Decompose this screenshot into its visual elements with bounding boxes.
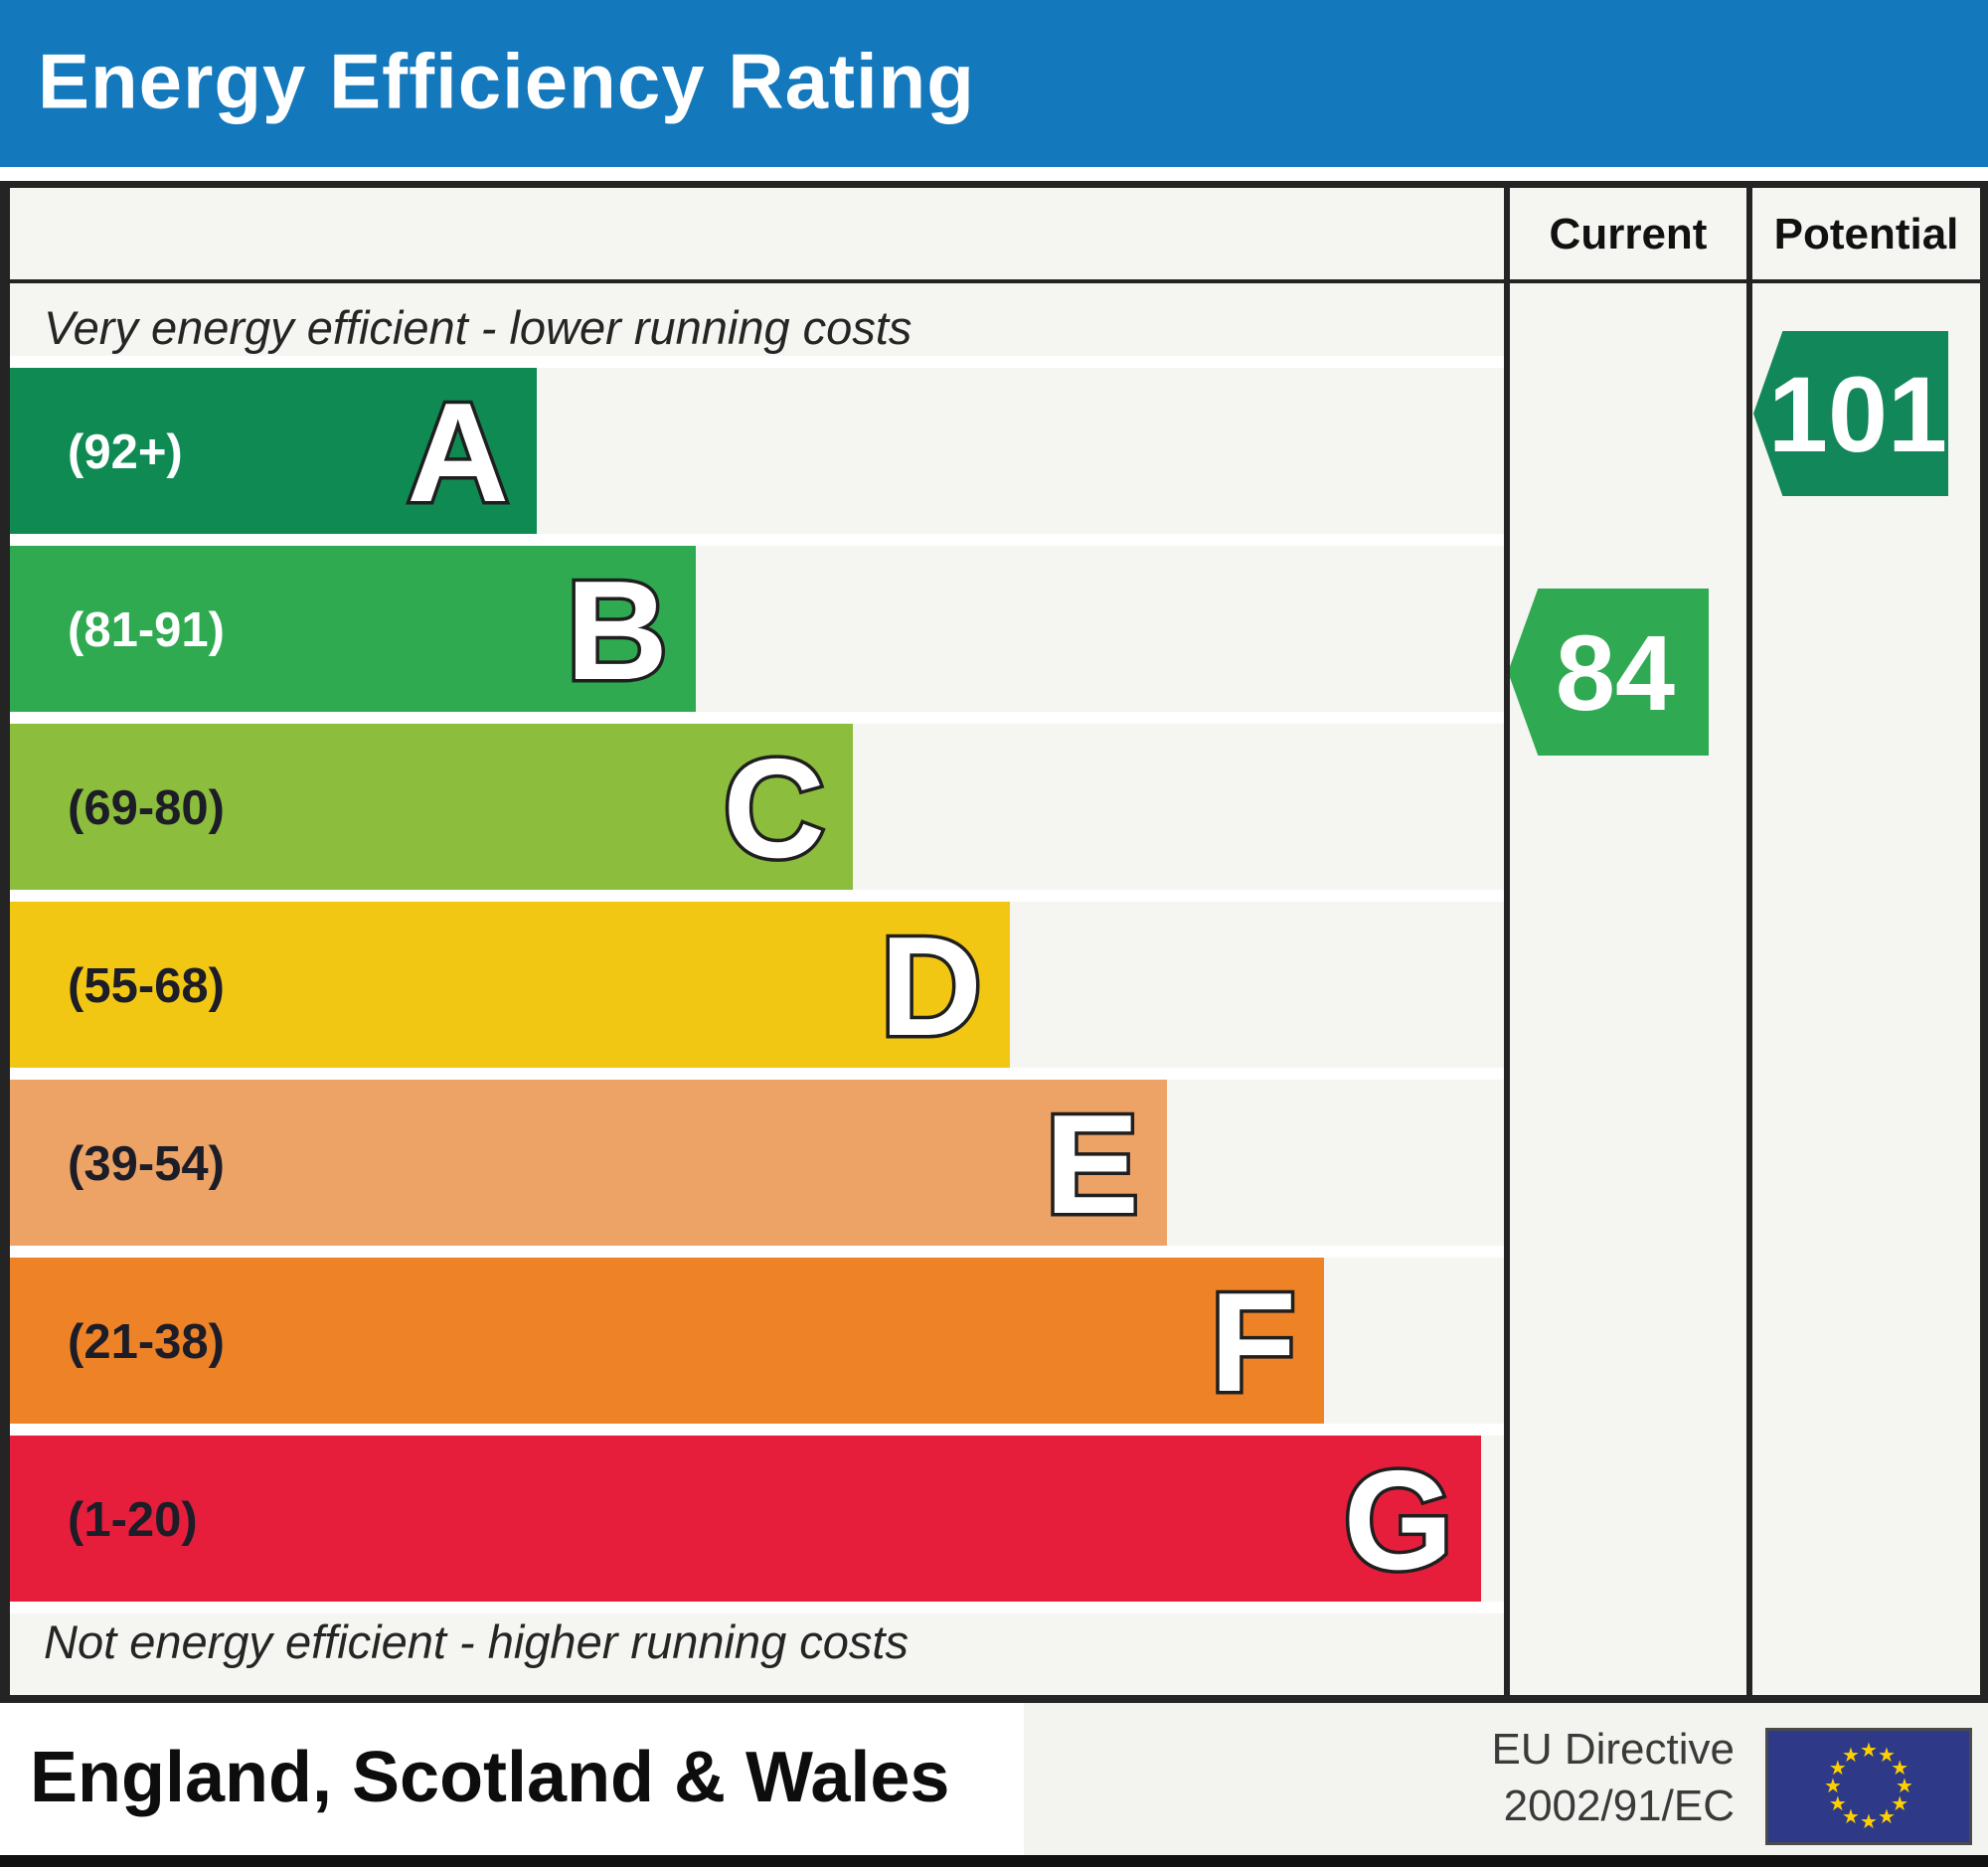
svg-text:★: ★ xyxy=(1842,1806,1860,1828)
rating-band: (1-20) G xyxy=(10,1436,1481,1604)
image-bottom-border xyxy=(0,1855,1988,1867)
band-range-label: (21-38) xyxy=(68,1315,225,1369)
band-range-label: (81-91) xyxy=(68,603,225,657)
footer: England, Scotland & Wales EU Directive 2… xyxy=(0,1703,1988,1855)
band-range-label: (1-20) xyxy=(68,1493,198,1547)
band-range-label: (55-68) xyxy=(68,959,225,1013)
eu-directive-label: EU Directive 2002/91/EC xyxy=(1492,1721,1736,1834)
band-range-label: (69-80) xyxy=(68,781,225,835)
table-top-border xyxy=(0,181,1988,188)
eu-directive-line2: 2002/91/EC xyxy=(1503,1782,1735,1830)
bottom-note: Not energy efficient - higher running co… xyxy=(44,1615,909,1668)
rating-band: (81-91) B xyxy=(10,546,696,714)
svg-text:★: ★ xyxy=(1878,1806,1896,1828)
band-gap xyxy=(10,534,1504,546)
band-gap xyxy=(10,712,1504,724)
page-title: Energy Efficiency Rating xyxy=(38,37,975,125)
rating-band: (21-38) F xyxy=(10,1258,1324,1426)
svg-text:★: ★ xyxy=(1860,1811,1878,1833)
band-gap xyxy=(10,1068,1504,1080)
band-gap xyxy=(10,1246,1504,1258)
table-right-border xyxy=(1980,181,1988,1704)
band-gap xyxy=(10,356,1504,368)
svg-text:★: ★ xyxy=(1891,1758,1908,1780)
table-left-border xyxy=(0,181,10,1704)
rating-band: (55-68) D xyxy=(10,902,1010,1070)
top-note: Very energy efficient - lower running co… xyxy=(44,301,912,354)
band-letter: E xyxy=(1042,1083,1143,1248)
svg-text:★: ★ xyxy=(1829,1793,1847,1815)
current-rating-arrow: 84 xyxy=(1508,589,1709,756)
band-letter: C xyxy=(720,727,829,892)
rating-band: (92+) A xyxy=(10,368,537,536)
potential-column-divider xyxy=(1746,181,1752,1704)
bands-layer: (92+) A (81-91) B (69-80) C (55-68) D (3… xyxy=(10,0,1504,1703)
svg-text:★: ★ xyxy=(1878,1745,1896,1767)
footer-region-background xyxy=(0,1703,1024,1855)
band-letter: B xyxy=(563,549,672,714)
band-gap xyxy=(10,1602,1504,1613)
current-column-divider xyxy=(1504,181,1510,1704)
chart-bottom-line xyxy=(0,1695,1988,1704)
eu-flag-icon: ★ ★★★★★★★★★★★ xyxy=(1765,1728,1972,1845)
eu-directive-line1: EU Directive xyxy=(1491,1725,1736,1774)
svg-text:★: ★ xyxy=(1896,1776,1913,1797)
band-letter: A xyxy=(404,371,513,536)
band-letter: G xyxy=(1340,1439,1456,1604)
band-range-label: (92+) xyxy=(68,425,183,479)
band-letter: D xyxy=(877,905,986,1070)
header-divider-line xyxy=(0,279,1988,283)
svg-text:★: ★ xyxy=(1860,1740,1878,1762)
potential-rating-value: 101 xyxy=(1767,353,1948,474)
svg-text:★: ★ xyxy=(1842,1745,1860,1767)
title-bar: Energy Efficiency Rating xyxy=(0,0,1988,167)
rating-band: (39-54) E xyxy=(10,1080,1167,1248)
band-letter: F xyxy=(1207,1261,1300,1426)
potential-rating-arrow: 101 xyxy=(1753,331,1948,496)
rating-band: (69-80) C xyxy=(10,724,853,892)
svg-text:★: ★ xyxy=(1829,1758,1847,1780)
current-rating-value: 84 xyxy=(1555,611,1676,733)
column-header-potential: Potential xyxy=(1773,210,1959,258)
svg-text:★: ★ xyxy=(1824,1776,1842,1797)
band-gap xyxy=(10,890,1504,902)
svg-text:★: ★ xyxy=(1891,1793,1908,1815)
band-range-label: (39-54) xyxy=(68,1137,225,1191)
band-gap xyxy=(10,1424,1504,1436)
column-header-current: Current xyxy=(1549,210,1708,258)
footer-region-label: England, Scotland & Wales xyxy=(30,1738,950,1817)
